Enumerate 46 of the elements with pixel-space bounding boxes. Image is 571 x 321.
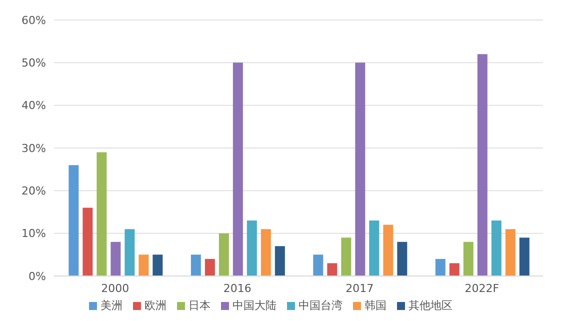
bar (505, 229, 516, 276)
bar (124, 229, 135, 276)
legend-label: 中国台湾 (298, 299, 342, 312)
y-tick-label: 0% (28, 270, 46, 283)
y-tick-label: 60% (22, 14, 46, 27)
bar (260, 229, 271, 276)
bar (232, 62, 243, 276)
bar (449, 263, 460, 276)
bar (463, 242, 474, 276)
bar (383, 224, 394, 276)
legend-label: 欧洲 (144, 299, 166, 312)
bar (355, 62, 366, 276)
bar (68, 165, 79, 276)
legend-label: 中国大陆 (232, 299, 276, 312)
bar (218, 233, 229, 276)
bar (274, 246, 285, 276)
bar (435, 258, 446, 276)
legend-label: 美洲 (100, 299, 122, 312)
bar (491, 220, 502, 276)
bar (152, 254, 163, 276)
x-tick-label: 2022F (464, 282, 500, 295)
bar (519, 238, 530, 276)
y-tick-label: 20% (22, 184, 46, 198)
y-tick-label: 50% (22, 56, 46, 70)
y-tick-label: 10% (22, 227, 46, 240)
bar (313, 254, 324, 276)
bar (110, 242, 121, 276)
bar (246, 220, 257, 276)
bar (204, 258, 215, 276)
bar (369, 220, 380, 276)
y-tick-label: 30% (22, 142, 46, 155)
bar (96, 152, 107, 276)
x-tick-label: 2016 (223, 282, 252, 295)
bar (138, 254, 149, 276)
x-tick-label: 2000 (101, 282, 130, 295)
bar (327, 263, 338, 276)
bar (477, 54, 488, 276)
x-tick-label: 2017 (346, 282, 374, 295)
legend-label: 韩国 (364, 299, 386, 312)
bar (397, 242, 408, 276)
legend-label: 日本 (188, 299, 210, 312)
bar (82, 208, 93, 276)
legend-label: 其他地区 (408, 299, 452, 312)
bar (190, 254, 201, 276)
bar (341, 238, 352, 276)
y-tick-label: 40% (22, 99, 46, 112)
